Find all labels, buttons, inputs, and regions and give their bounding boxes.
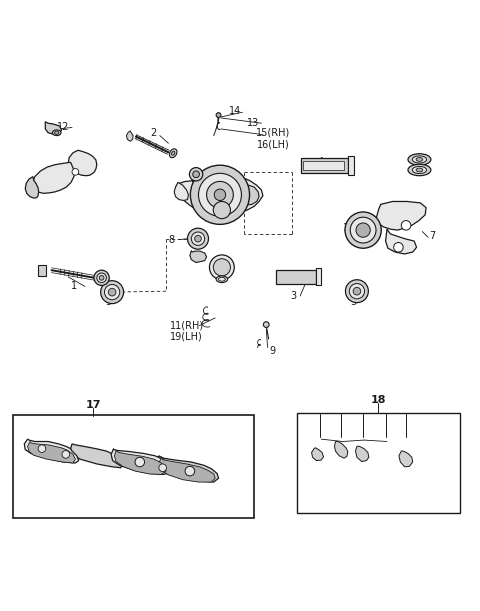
Polygon shape	[28, 442, 75, 463]
Text: 4: 4	[317, 158, 323, 167]
Ellipse shape	[216, 276, 228, 283]
Circle shape	[38, 445, 46, 453]
Circle shape	[159, 464, 167, 472]
Circle shape	[191, 165, 250, 224]
Text: 5: 5	[350, 297, 357, 307]
Circle shape	[394, 243, 403, 252]
Text: 9: 9	[269, 346, 276, 356]
Bar	[301, 158, 348, 174]
Circle shape	[349, 284, 364, 299]
Bar	[303, 161, 344, 170]
Ellipse shape	[412, 166, 427, 174]
Circle shape	[188, 228, 208, 249]
Text: 16(LH): 16(LH)	[257, 139, 290, 149]
Text: 5: 5	[106, 297, 112, 307]
Polygon shape	[174, 182, 189, 200]
Polygon shape	[45, 122, 61, 134]
Polygon shape	[240, 185, 259, 205]
Polygon shape	[159, 457, 215, 482]
Text: 12: 12	[57, 122, 70, 131]
Polygon shape	[33, 163, 74, 193]
Circle shape	[94, 270, 109, 285]
Bar	[316, 268, 321, 285]
Polygon shape	[24, 439, 79, 463]
Polygon shape	[25, 177, 38, 198]
Polygon shape	[176, 175, 263, 216]
Circle shape	[213, 202, 230, 219]
Circle shape	[135, 457, 144, 467]
Circle shape	[72, 169, 79, 175]
Circle shape	[345, 212, 381, 248]
Text: 10: 10	[343, 223, 355, 233]
Bar	[276, 270, 316, 284]
Polygon shape	[335, 442, 348, 458]
Text: 19(LH): 19(LH)	[170, 332, 203, 342]
Circle shape	[209, 255, 234, 280]
Bar	[13, 415, 254, 518]
Circle shape	[350, 218, 376, 243]
Circle shape	[99, 276, 104, 280]
Text: 14: 14	[229, 106, 241, 116]
Circle shape	[199, 174, 241, 216]
Text: 13: 13	[247, 118, 260, 128]
Polygon shape	[356, 446, 369, 461]
Circle shape	[206, 181, 233, 208]
Circle shape	[97, 273, 107, 283]
Polygon shape	[111, 448, 171, 474]
Circle shape	[101, 280, 123, 304]
Polygon shape	[156, 456, 218, 482]
Ellipse shape	[408, 164, 431, 176]
Polygon shape	[190, 251, 206, 263]
Text: 1: 1	[71, 282, 77, 291]
Circle shape	[195, 235, 201, 242]
Polygon shape	[71, 444, 123, 468]
Bar	[348, 156, 354, 175]
Ellipse shape	[408, 154, 431, 165]
Circle shape	[214, 189, 226, 200]
Polygon shape	[312, 448, 324, 461]
Text: 7: 7	[429, 232, 435, 241]
Ellipse shape	[171, 152, 175, 155]
Text: 8: 8	[168, 235, 174, 244]
Polygon shape	[126, 131, 133, 141]
Circle shape	[192, 232, 204, 246]
Ellipse shape	[52, 130, 61, 136]
Text: 3: 3	[290, 291, 297, 301]
Circle shape	[353, 287, 361, 295]
Ellipse shape	[416, 168, 423, 172]
Circle shape	[185, 466, 195, 476]
Text: 18: 18	[371, 395, 386, 405]
Polygon shape	[376, 202, 426, 230]
Polygon shape	[68, 150, 97, 176]
Text: 2: 2	[150, 128, 156, 137]
Ellipse shape	[416, 158, 423, 161]
Text: 11(RH): 11(RH)	[169, 321, 204, 331]
Circle shape	[62, 450, 70, 458]
Polygon shape	[399, 451, 413, 467]
Circle shape	[105, 285, 120, 300]
Circle shape	[356, 223, 370, 237]
Ellipse shape	[55, 131, 59, 134]
Circle shape	[190, 167, 203, 181]
Text: 6: 6	[418, 153, 424, 164]
Ellipse shape	[218, 277, 225, 281]
Polygon shape	[192, 171, 244, 191]
Ellipse shape	[412, 156, 427, 163]
Polygon shape	[115, 450, 166, 474]
Bar	[297, 413, 459, 513]
Text: 15(RH): 15(RH)	[256, 128, 290, 137]
Circle shape	[264, 322, 269, 327]
Text: 17: 17	[85, 400, 101, 410]
Bar	[37, 265, 46, 276]
Circle shape	[108, 288, 116, 296]
Polygon shape	[385, 229, 417, 254]
Circle shape	[213, 258, 230, 276]
Circle shape	[346, 280, 368, 302]
Circle shape	[401, 221, 411, 230]
Circle shape	[216, 112, 221, 117]
Ellipse shape	[169, 149, 177, 158]
Circle shape	[193, 171, 199, 178]
